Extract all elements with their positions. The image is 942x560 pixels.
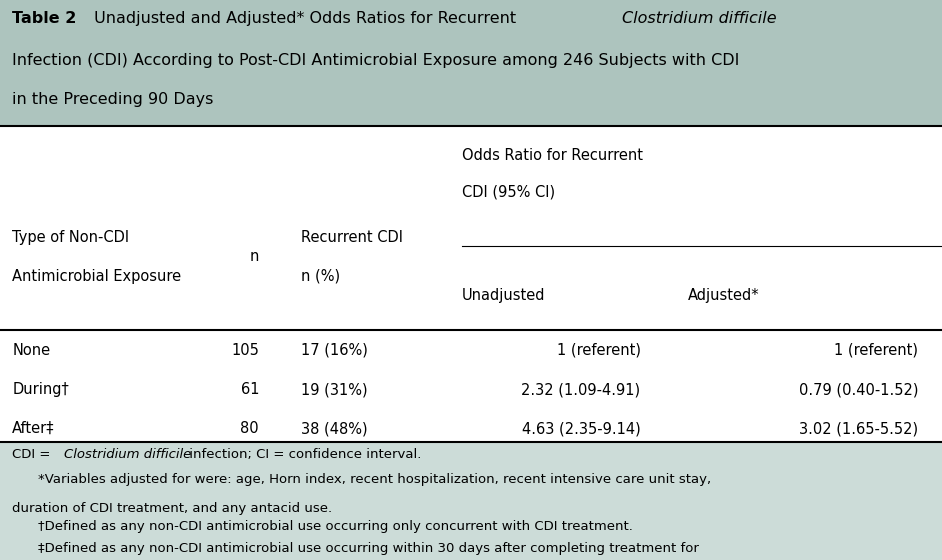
Text: Clostridium difficile: Clostridium difficile bbox=[622, 11, 776, 26]
Text: in the Preceding 90 Days: in the Preceding 90 Days bbox=[12, 92, 214, 108]
Text: During†: During† bbox=[12, 382, 69, 398]
Text: Type of Non-CDI: Type of Non-CDI bbox=[12, 230, 129, 245]
Text: 61: 61 bbox=[240, 382, 259, 398]
Text: 1 (referent): 1 (referent) bbox=[835, 343, 918, 358]
Text: CDI (95% CI): CDI (95% CI) bbox=[462, 185, 555, 200]
Text: 0.79 (0.40-1.52): 0.79 (0.40-1.52) bbox=[799, 382, 918, 398]
Text: Recurrent CDI: Recurrent CDI bbox=[301, 230, 403, 245]
Text: Adjusted*: Adjusted* bbox=[688, 288, 759, 304]
Text: 1 (referent): 1 (referent) bbox=[557, 343, 641, 358]
Text: ‡Defined as any non-CDI antimicrobial use occurring within 30 days after complet: ‡Defined as any non-CDI antimicrobial us… bbox=[38, 542, 699, 555]
Text: n: n bbox=[250, 249, 259, 264]
Text: 38 (48%): 38 (48%) bbox=[301, 421, 368, 436]
Text: Antimicrobial Exposure: Antimicrobial Exposure bbox=[12, 269, 182, 284]
Text: †Defined as any non-CDI antimicrobial use occurring only concurrent with CDI tre: †Defined as any non-CDI antimicrobial us… bbox=[38, 520, 633, 533]
Text: infection; CI = confidence interval.: infection; CI = confidence interval. bbox=[185, 448, 421, 461]
Text: 2.32 (1.09-4.91): 2.32 (1.09-4.91) bbox=[522, 382, 641, 398]
Bar bbox=[0, 0, 942, 126]
Text: 19 (31%): 19 (31%) bbox=[301, 382, 368, 398]
Text: 4.63 (2.35-9.14): 4.63 (2.35-9.14) bbox=[522, 421, 641, 436]
Text: Table 2: Table 2 bbox=[12, 11, 76, 26]
Text: After‡: After‡ bbox=[12, 421, 55, 436]
Bar bbox=[0, 126, 942, 442]
Text: Odds Ratio for Recurrent: Odds Ratio for Recurrent bbox=[462, 148, 642, 164]
Bar bbox=[0, 442, 942, 560]
Text: Unadjusted and Adjusted* Odds Ratios for Recurrent: Unadjusted and Adjusted* Odds Ratios for… bbox=[89, 11, 522, 26]
Text: *Variables adjusted for were: age, Horn index, recent hospitalization, recent in: *Variables adjusted for were: age, Horn … bbox=[38, 473, 711, 486]
Text: CDI =: CDI = bbox=[12, 448, 55, 461]
Text: duration of CDI treatment, and any antacid use.: duration of CDI treatment, and any antac… bbox=[12, 502, 333, 515]
Text: Clostridium difficile: Clostridium difficile bbox=[64, 448, 191, 461]
Text: 80: 80 bbox=[240, 421, 259, 436]
Text: Infection (CDI) According to Post-CDI Antimicrobial Exposure among 246 Subjects : Infection (CDI) According to Post-CDI An… bbox=[12, 53, 739, 68]
Text: Unadjusted: Unadjusted bbox=[462, 288, 545, 304]
Text: 105: 105 bbox=[231, 343, 259, 358]
Text: 3.02 (1.65-5.52): 3.02 (1.65-5.52) bbox=[800, 421, 918, 436]
Text: None: None bbox=[12, 343, 50, 358]
Text: n (%): n (%) bbox=[301, 269, 341, 284]
Text: 17 (16%): 17 (16%) bbox=[301, 343, 368, 358]
